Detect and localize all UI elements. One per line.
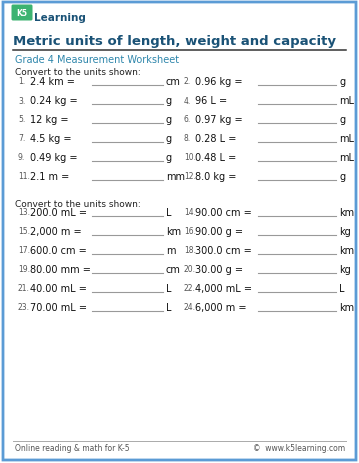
Text: 2.4 km =: 2.4 km = [30,77,75,87]
Text: 0.49 kg =: 0.49 kg = [30,153,78,163]
Text: 200.0 mL =: 200.0 mL = [30,207,87,218]
Text: m: m [166,245,176,256]
Text: 16.: 16. [184,227,196,236]
Text: 90.00 cm =: 90.00 cm = [195,207,252,218]
Text: g: g [339,115,345,125]
Text: L: L [166,302,172,313]
Text: Convert to the units shown:: Convert to the units shown: [15,200,141,208]
Text: 24.: 24. [184,303,196,312]
Text: K5: K5 [17,9,28,19]
FancyBboxPatch shape [11,6,33,21]
Text: L: L [339,283,345,294]
Text: 6,000 m =: 6,000 m = [195,302,247,313]
Text: 15.: 15. [18,227,30,236]
Text: 6.: 6. [184,115,191,124]
Text: 9.: 9. [18,153,25,162]
Text: 3.: 3. [18,96,25,105]
Text: 4,000 mL =: 4,000 mL = [195,283,252,294]
Text: 1.: 1. [18,77,25,86]
Text: kg: kg [339,264,351,275]
Text: g: g [166,153,172,163]
Text: 30.00 g =: 30.00 g = [195,264,243,275]
Text: 0.28 L =: 0.28 L = [195,134,236,144]
Text: 8.0 kg =: 8.0 kg = [195,172,236,181]
Text: g: g [166,96,172,106]
Text: 4.: 4. [184,96,191,105]
FancyBboxPatch shape [3,3,356,460]
Text: 600.0 cm =: 600.0 cm = [30,245,87,256]
Text: g: g [339,172,345,181]
Text: 12 kg =: 12 kg = [30,115,69,125]
Text: 13.: 13. [18,208,30,217]
Text: 4.5 kg =: 4.5 kg = [30,134,71,144]
Text: 19.: 19. [18,265,30,274]
Text: g: g [339,77,345,87]
Text: 40.00 mL =: 40.00 mL = [30,283,87,294]
Text: 5.: 5. [18,115,25,124]
Text: 14.: 14. [184,208,196,217]
Text: mm: mm [166,172,185,181]
Text: 11.: 11. [18,172,30,181]
Text: mL: mL [339,134,354,144]
Text: Grade 4 Measurement Worksheet: Grade 4 Measurement Worksheet [15,55,179,65]
Text: 80.00 mm =: 80.00 mm = [30,264,91,275]
Text: km: km [339,245,354,256]
Text: 2,000 m =: 2,000 m = [30,226,81,237]
Text: 70.00 mL =: 70.00 mL = [30,302,87,313]
Text: 0.96 kg =: 0.96 kg = [195,77,242,87]
Text: km: km [339,302,354,313]
Text: L: L [166,283,172,294]
Text: Learning: Learning [34,13,86,23]
Text: 300.0 cm =: 300.0 cm = [195,245,252,256]
Text: 20.: 20. [184,265,196,274]
Text: mL: mL [339,153,354,163]
Text: g: g [166,134,172,144]
Text: L: L [166,207,172,218]
Text: 2.1 m =: 2.1 m = [30,172,69,181]
Text: 96 L =: 96 L = [195,96,227,106]
Text: Convert to the units shown:: Convert to the units shown: [15,68,141,77]
Text: Metric units of length, weight and capacity: Metric units of length, weight and capac… [13,35,336,48]
Text: 2.: 2. [184,77,191,86]
Text: 0.24 kg =: 0.24 kg = [30,96,78,106]
Text: 0.48 L =: 0.48 L = [195,153,236,163]
Text: km: km [339,207,354,218]
Text: ©  www.k5learning.com: © www.k5learning.com [253,444,345,452]
Text: 12.: 12. [184,172,196,181]
Text: km: km [166,226,181,237]
Text: 10.: 10. [184,153,196,162]
Text: 23.: 23. [18,303,30,312]
Text: 0.97 kg =: 0.97 kg = [195,115,243,125]
Text: 7.: 7. [18,134,25,143]
Text: 18.: 18. [184,246,196,255]
Text: 17.: 17. [18,246,30,255]
Text: cm: cm [166,264,181,275]
Text: cm: cm [166,77,181,87]
Text: 8.: 8. [184,134,191,143]
Text: Online reading & math for K-5: Online reading & math for K-5 [15,444,130,452]
Text: mL: mL [339,96,354,106]
Text: kg: kg [339,226,351,237]
Text: g: g [166,115,172,125]
Text: 21.: 21. [18,284,30,293]
Text: 90.00 g =: 90.00 g = [195,226,243,237]
Text: 22.: 22. [184,284,196,293]
